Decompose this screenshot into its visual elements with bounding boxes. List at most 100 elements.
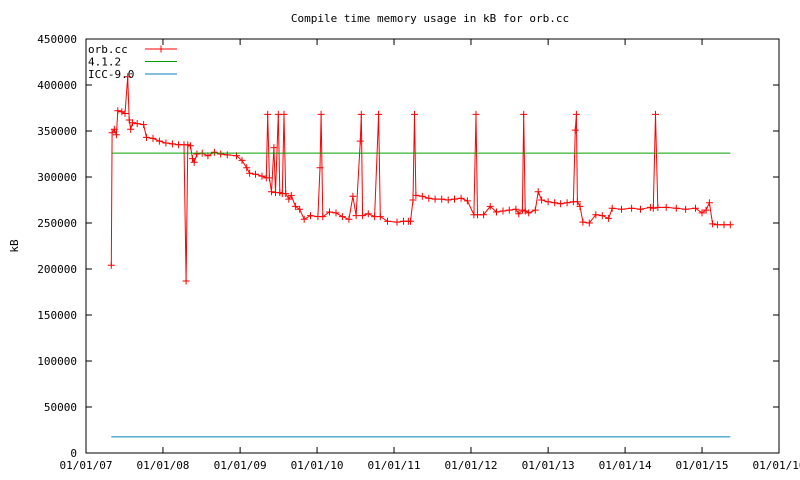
data-point (349, 192, 357, 200)
x-tick-label: 01/01/07 (60, 459, 113, 472)
data-point (282, 190, 290, 198)
data-point (210, 148, 218, 156)
plot-frame (85, 38, 780, 454)
data-point (544, 198, 552, 206)
data-point (520, 110, 528, 118)
data-point (585, 219, 593, 227)
y-tick-label: 350000 (37, 125, 77, 138)
data-point (107, 261, 115, 269)
data-point (285, 195, 293, 203)
y-tick-label: 50000 (44, 401, 77, 414)
data-point (457, 194, 465, 202)
legend-marker (157, 45, 165, 53)
data-point (702, 206, 710, 214)
data-point (291, 202, 299, 210)
data-point (505, 206, 513, 214)
data-point (193, 150, 201, 158)
data-point (538, 196, 546, 204)
data-point (438, 195, 446, 203)
data-point (713, 221, 721, 229)
data-point (108, 129, 116, 137)
data-point (316, 164, 324, 172)
legend-label: orb.cc (88, 43, 128, 56)
chart-title: Compile time memory usage in kB for orb.… (291, 12, 569, 25)
data-point (515, 210, 523, 218)
data-point (444, 196, 452, 204)
data-point (140, 121, 148, 129)
data-point (720, 221, 728, 229)
data-point (384, 217, 391, 225)
data-point (258, 172, 266, 180)
data-point (268, 188, 275, 196)
x-tick-label: 01/01/10 (291, 459, 344, 472)
data-point (133, 120, 141, 128)
x-axis-ticks: 01/01/07 01/01/08 01/01/09 01/01/10 01/01/11… (60, 39, 800, 472)
data-point (182, 277, 190, 285)
data-point (649, 204, 657, 212)
data-point (407, 217, 414, 225)
data-point (662, 203, 670, 211)
y-tick-label: 100000 (37, 355, 77, 368)
data-point (531, 206, 539, 214)
y-tick-label: 150000 (37, 309, 77, 322)
data-point (300, 215, 308, 223)
data-point (431, 195, 439, 203)
data-point (189, 155, 196, 163)
data-point (637, 205, 644, 213)
legend-label: ICC-9.0 (88, 68, 134, 81)
series-orb-cc (107, 73, 734, 285)
data-point (129, 119, 137, 127)
data-point (592, 211, 600, 219)
data-point (243, 164, 251, 172)
x-tick-label: 01/01/12 (444, 459, 497, 472)
data-point (356, 137, 364, 145)
data-point (411, 110, 418, 118)
data-point (571, 126, 579, 134)
data-point (168, 140, 176, 148)
data-point (474, 211, 481, 219)
data-point (425, 194, 433, 202)
data-point (307, 212, 314, 220)
data-point (143, 133, 150, 141)
data-point (692, 204, 699, 212)
data-point (563, 199, 571, 207)
data-point (296, 205, 304, 213)
data-point (698, 209, 706, 217)
data-point (223, 151, 231, 159)
x-tick-label: 01/01/13 (522, 459, 575, 472)
data-point (338, 213, 346, 221)
data-point (393, 218, 401, 226)
data-point (576, 202, 584, 210)
data-point (551, 199, 559, 207)
data-point (345, 215, 353, 223)
data-point (364, 210, 372, 218)
data-point (493, 208, 500, 216)
y-tick-label: 450000 (37, 33, 77, 46)
y-tick-label: 0 (70, 447, 77, 460)
x-tick-label: 01/01/08 (136, 459, 189, 472)
data-point (418, 192, 426, 200)
data-point (557, 200, 565, 208)
y-tick-label: 200000 (37, 263, 77, 276)
data-point (357, 110, 365, 118)
data-point (319, 213, 327, 221)
data-point (705, 199, 713, 207)
legend-label: 4.1.2 (88, 56, 121, 69)
x-tick-label: 01/01/15 (676, 459, 729, 472)
data-point (317, 110, 325, 118)
x-tick-label: 01/01/09 (214, 459, 267, 472)
data-point (280, 110, 288, 118)
data-point (646, 203, 654, 211)
data-point (359, 212, 367, 220)
data-point (121, 110, 129, 117)
data-point (238, 156, 246, 164)
data-point (628, 204, 636, 212)
data-point (246, 169, 254, 177)
data-point (709, 220, 717, 228)
data-point (480, 211, 488, 219)
data-point (682, 205, 690, 213)
data-point (598, 212, 606, 220)
data-point (155, 137, 163, 145)
